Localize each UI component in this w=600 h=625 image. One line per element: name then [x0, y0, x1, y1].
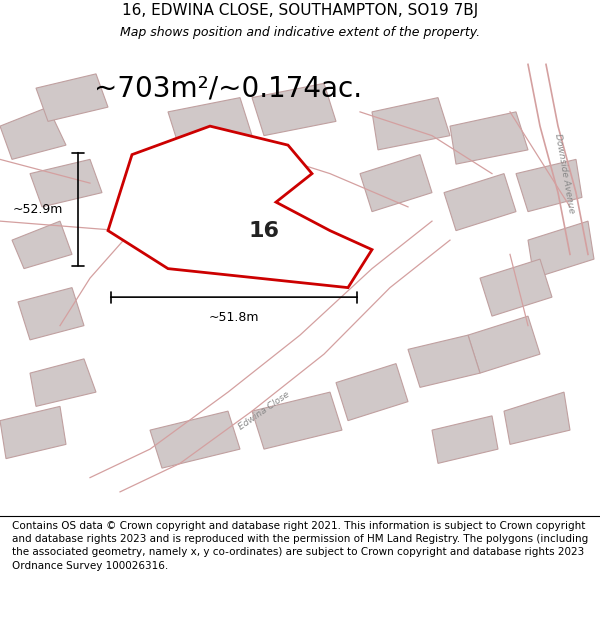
Polygon shape [12, 221, 72, 269]
Text: Map shows position and indicative extent of the property.: Map shows position and indicative extent… [120, 26, 480, 39]
Text: ~51.8m: ~51.8m [209, 311, 259, 324]
Polygon shape [360, 154, 432, 212]
Polygon shape [0, 406, 66, 459]
Text: ~52.9m: ~52.9m [13, 202, 63, 216]
Polygon shape [516, 159, 582, 212]
Polygon shape [0, 107, 66, 159]
Polygon shape [336, 364, 408, 421]
Text: 16: 16 [248, 221, 280, 241]
Polygon shape [450, 112, 528, 164]
Polygon shape [432, 416, 498, 463]
Polygon shape [168, 98, 252, 150]
Text: ~703m²/~0.174ac.: ~703m²/~0.174ac. [94, 74, 362, 102]
Polygon shape [372, 98, 450, 150]
Polygon shape [504, 392, 570, 444]
Polygon shape [30, 359, 96, 406]
Polygon shape [30, 159, 102, 207]
Text: Contains OS data © Crown copyright and database right 2021. This information is : Contains OS data © Crown copyright and d… [12, 521, 588, 571]
Polygon shape [18, 288, 84, 340]
Polygon shape [180, 174, 264, 231]
Polygon shape [36, 74, 108, 121]
Polygon shape [150, 411, 240, 468]
Polygon shape [468, 316, 540, 373]
Polygon shape [108, 126, 372, 288]
Polygon shape [252, 83, 336, 136]
Text: Edwina Close: Edwina Close [237, 390, 291, 432]
Text: Downside Avenue: Downside Avenue [553, 133, 575, 214]
Polygon shape [528, 221, 594, 278]
Polygon shape [408, 335, 480, 388]
Polygon shape [480, 259, 552, 316]
Text: 16, EDWINA CLOSE, SOUTHAMPTON, SO19 7BJ: 16, EDWINA CLOSE, SOUTHAMPTON, SO19 7BJ [122, 2, 478, 18]
Polygon shape [444, 174, 516, 231]
Polygon shape [252, 392, 342, 449]
